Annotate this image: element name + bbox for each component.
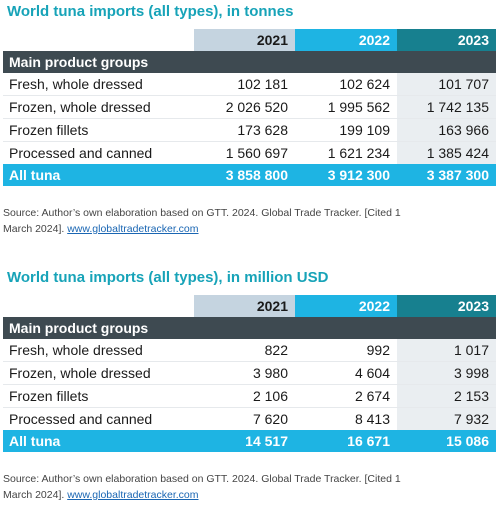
value-2021: 3 980 [194,361,295,385]
row-label: Processed and canned [3,141,194,164]
value-2023: 1 742 135 [397,95,496,119]
value-2023: 1 017 [397,339,496,362]
row-label: Frozen, whole dressed [3,361,194,385]
blank-header-cell [3,295,194,317]
value-2023: 3 998 [397,361,496,385]
table-row: Frozen, whole dressed 3 980 4 604 3 998 [3,361,496,385]
total-2022: 16 671 [295,430,397,452]
value-2021: 1 560 697 [194,141,295,164]
source-note: Source: Author’s own elaboration based o… [3,471,423,503]
value-2022: 992 [295,339,397,362]
value-2021: 173 628 [194,118,295,142]
table-row: Frozen fillets 173 628 199 109 163 966 [3,118,496,142]
value-2022: 102 624 [295,73,397,96]
usd-table: 2021 2022 2023 Main product groups Fresh… [3,295,496,452]
value-2021: 7 620 [194,407,295,430]
value-2021: 102 181 [194,73,295,96]
source-link[interactable]: www.globaltradetracker.com [67,489,199,501]
total-label: All tuna [3,164,194,186]
year-header-2021: 2021 [194,295,295,317]
total-2021: 14 517 [194,430,295,452]
value-2022: 8 413 [295,407,397,430]
value-2022: 199 109 [295,118,397,142]
source-link[interactable]: www.globaltradetracker.com [67,223,199,235]
table-row: Fresh, whole dressed 102 181 102 624 101… [3,73,496,96]
group-header-row: Main product groups [3,317,496,339]
total-label: All tuna [3,430,194,452]
group-header-row: Main product groups [3,51,496,73]
tonnes-table: 2021 2022 2023 Main product groups Fresh… [3,29,496,186]
year-header-row: 2021 2022 2023 [3,29,496,51]
table-row: Processed and canned 7 620 8 413 7 932 [3,407,496,430]
group-label: Main product groups [3,51,496,73]
group-label: Main product groups [3,317,496,339]
total-2021: 3 858 800 [194,164,295,186]
value-2022: 2 674 [295,384,397,408]
value-2022: 1 621 234 [295,141,397,164]
value-2021: 822 [194,339,295,362]
year-header-2022: 2022 [295,29,397,51]
total-2022: 3 912 300 [295,164,397,186]
value-2021: 2 106 [194,384,295,408]
row-label: Processed and canned [3,407,194,430]
table-title: World tuna imports (all types), in milli… [7,269,329,286]
table-row: Fresh, whole dressed 822 992 1 017 [3,339,496,362]
source-note: Source: Author’s own elaboration based o… [3,205,423,237]
row-label: Frozen fillets [3,384,194,408]
value-2023: 101 707 [397,73,496,96]
table-row: Frozen, whole dressed 2 026 520 1 995 56… [3,95,496,119]
total-2023: 3 387 300 [397,164,496,186]
row-label: Frozen, whole dressed [3,95,194,119]
table-row: Frozen fillets 2 106 2 674 2 153 [3,384,496,408]
value-2023: 163 966 [397,118,496,142]
blank-header-cell [3,29,194,51]
value-2022: 1 995 562 [295,95,397,119]
year-header-2021: 2021 [194,29,295,51]
row-label: Fresh, whole dressed [3,73,194,96]
year-header-2023: 2023 [397,295,496,317]
value-2023: 2 153 [397,384,496,408]
row-label: Fresh, whole dressed [3,339,194,362]
source-text: Source: Author’s own elaboration based o… [3,207,401,235]
total-row: All tuna 3 858 800 3 912 300 3 387 300 [3,164,496,186]
value-2023: 7 932 [397,407,496,430]
year-header-2023: 2023 [397,29,496,51]
row-label: Frozen fillets [3,118,194,142]
value-2021: 2 026 520 [194,95,295,119]
source-text: Source: Author’s own elaboration based o… [3,473,401,501]
value-2022: 4 604 [295,361,397,385]
value-2023: 1 385 424 [397,141,496,164]
table-row: Processed and canned 1 560 697 1 621 234… [3,141,496,164]
table-title: World tuna imports (all types), in tonne… [7,3,294,20]
year-header-2022: 2022 [295,295,397,317]
total-2023: 15 086 [397,430,496,452]
total-row: All tuna 14 517 16 671 15 086 [3,430,496,452]
year-header-row: 2021 2022 2023 [3,295,496,317]
